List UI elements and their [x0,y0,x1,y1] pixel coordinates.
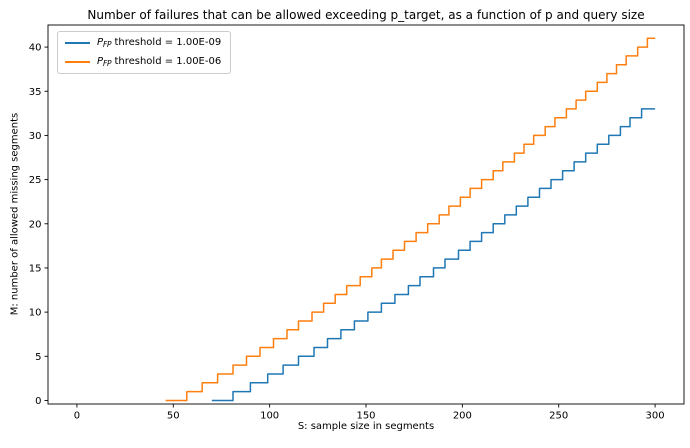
x-tick-label: 100 [260,411,279,422]
x-tick-label: 200 [453,411,472,422]
x-tick-label: 0 [74,411,80,422]
plot-frame [47,24,685,405]
legend-line-swatch [65,61,90,63]
legend-entry: PFP threshold = 1.00E-06 [65,56,221,68]
legend-label: PFP threshold = 1.00E-09 [97,37,222,49]
series-line-pfp-1e-09 [211,108,656,402]
y-tick-label: 20 [29,219,42,230]
y-tick-label: 35 [29,87,42,98]
x-tick-label: 150 [356,411,375,422]
series-line-pfp-1e-06 [165,37,656,402]
y-tick-label: 30 [29,131,42,142]
y-tick-label: 5 [35,352,41,363]
y-tick-label: 40 [29,43,42,54]
legend-entry: PFP threshold = 1.00E-09 [65,37,221,49]
y-tick-label: 15 [29,263,42,274]
legend-line-swatch [65,42,90,44]
x-tick-label: 50 [167,411,180,422]
legend: PFP threshold = 1.00E-09 PFP threshold = … [57,31,232,74]
legend-label: PFP threshold = 1.00E-06 [97,56,222,68]
chart-title: Number of failures that can be allowed e… [87,8,645,22]
x-tick-label: 300 [646,411,665,422]
y-axis-label: M: number of allowed missing segments [9,112,21,316]
y-tick-label: 10 [29,308,42,319]
x-axis-label: S: sample size in segments [297,421,435,432]
y-tick-label: 25 [29,175,42,186]
y-tick-label: 0 [35,396,41,407]
x-tick-label: 250 [549,411,568,422]
